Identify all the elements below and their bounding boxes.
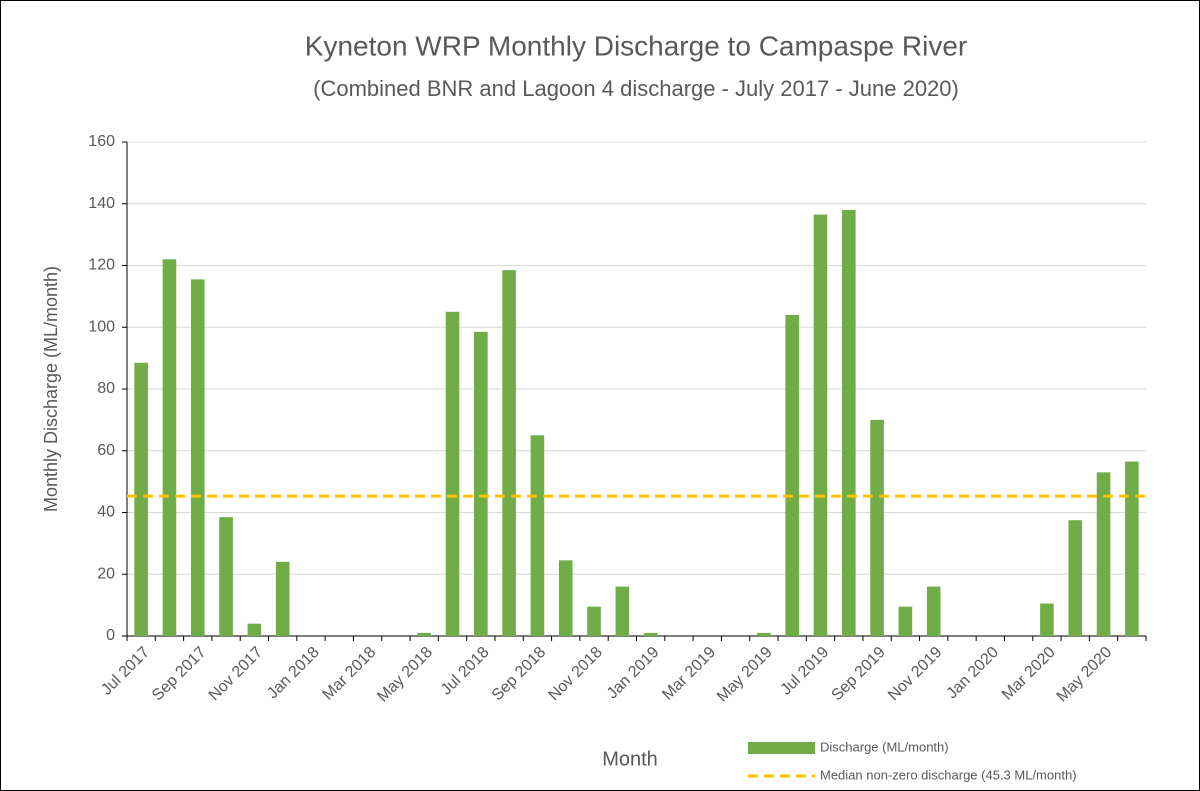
bar — [190, 279, 205, 636]
bar — [757, 632, 771, 636]
bar — [1125, 461, 1139, 636]
bar — [615, 586, 630, 636]
chart-title: Kyneton WRP Monthly Discharge to Campasp… — [305, 30, 967, 61]
y-axis-label: Monthly Discharge (ML/month) — [41, 266, 61, 512]
bar — [1096, 472, 1111, 636]
x-axis-label: Month — [602, 748, 658, 770]
legend-swatch — [748, 742, 815, 754]
bar — [926, 586, 941, 636]
bar — [417, 632, 432, 636]
bar — [474, 331, 488, 636]
bar — [247, 623, 262, 636]
bar — [898, 606, 913, 636]
y-tick-label: 20 — [97, 565, 115, 582]
bar — [162, 259, 177, 636]
legend-label: Median non-zero discharge (45.3 ML/month… — [820, 767, 1077, 782]
bar — [275, 561, 290, 636]
y-tick-label: 0 — [106, 627, 115, 644]
bar — [587, 606, 601, 636]
bar — [134, 362, 148, 636]
bar — [530, 435, 545, 636]
y-tick-label: 140 — [88, 195, 115, 212]
bar — [219, 517, 233, 636]
legend-label: Discharge (ML/month) — [820, 739, 949, 754]
bar — [1040, 603, 1054, 636]
y-tick-label: 160 — [88, 133, 115, 150]
y-tick-label: 80 — [97, 380, 115, 397]
bar — [870, 419, 884, 636]
bar — [643, 632, 658, 636]
y-tick-label: 60 — [97, 442, 115, 459]
bar — [841, 209, 856, 637]
bar — [813, 214, 828, 636]
bar — [558, 560, 573, 636]
bar — [1068, 520, 1083, 636]
bar — [785, 314, 799, 636]
y-tick-label: 100 — [88, 318, 115, 335]
y-tick-label: 40 — [97, 504, 115, 521]
bar — [502, 270, 516, 636]
bar — [445, 311, 460, 636]
y-tick-label: 120 — [88, 257, 115, 274]
chart-subtitle: (Combined BNR and Lagoon 4 discharge - J… — [313, 76, 959, 101]
